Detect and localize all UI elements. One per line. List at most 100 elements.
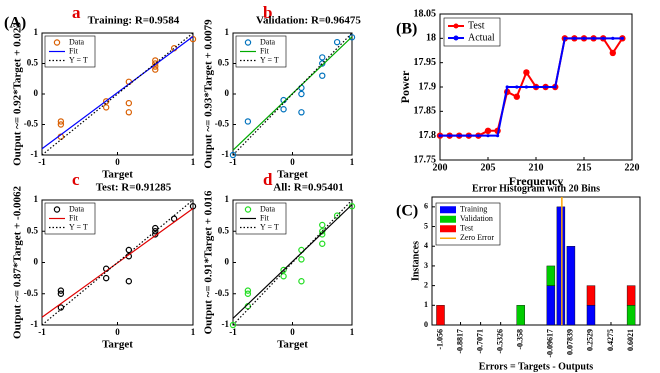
chart-title: Training: R=0.9584	[88, 15, 180, 27]
identity-line	[232, 32, 353, 156]
x-tick-label: 215	[577, 162, 592, 173]
data-point	[57, 118, 65, 125]
fit-line	[41, 35, 194, 150]
x-tick-label: -0.09617	[546, 329, 555, 358]
x-tick-label: 1	[350, 157, 355, 167]
y-tick-label: 1	[225, 194, 230, 204]
bar	[566, 246, 576, 326]
x-tick-label: -1	[38, 157, 46, 167]
data-point	[298, 256, 305, 263]
data-point	[467, 134, 471, 138]
x-tick-label: -1	[229, 327, 237, 337]
identity-line	[232, 199, 353, 326]
data-point	[611, 36, 615, 40]
x-axis-label: Frequency	[509, 174, 563, 188]
y-tick-label: 0.5	[27, 58, 39, 68]
x-axis-label: Target	[277, 339, 308, 351]
x-tick-label: -0.5326	[495, 329, 504, 354]
data-point	[544, 85, 548, 89]
identity-line	[41, 199, 194, 326]
y-axis-label: Output ~= 0.93*Target + 0.0079	[203, 19, 215, 169]
y-tick-label: 0	[34, 257, 39, 267]
legend-marker	[244, 206, 252, 213]
data-point	[57, 290, 65, 297]
data-point	[457, 134, 461, 138]
data-point	[319, 60, 326, 67]
data-point	[333, 38, 341, 46]
y-tick-label: -0.5	[24, 119, 39, 129]
bar	[546, 285, 556, 326]
x-tick-label: 0.4275	[606, 329, 615, 351]
y-axis-label: Output ~= 0.87*Target + -0.0062	[12, 186, 24, 339]
data-point	[57, 304, 65, 311]
x-tick-label: 220	[625, 162, 640, 173]
legend-label: Test	[460, 224, 474, 233]
figure-label: (C)	[396, 203, 418, 220]
data-point	[57, 121, 65, 128]
data-point	[152, 228, 159, 235]
data-point	[244, 118, 252, 125]
x-axis-label: Target	[102, 169, 133, 181]
y-tick-label: 17.85	[414, 106, 437, 117]
legend-label: Data	[69, 204, 85, 213]
x-tick-label: -0.8817	[455, 329, 464, 354]
data-point	[298, 278, 305, 285]
data-point	[563, 36, 567, 40]
y-tick-label: 0	[225, 257, 230, 267]
bar	[556, 206, 566, 326]
x-axis-label: Target	[277, 169, 308, 181]
legend-marker	[453, 23, 459, 29]
y-axis-label: Power	[398, 70, 412, 103]
bar	[516, 305, 525, 326]
legend-box	[443, 17, 501, 47]
y-tick-label: 3	[424, 261, 428, 270]
legend-label: Data	[69, 37, 85, 46]
y-tick-label: 0.5	[218, 225, 230, 235]
y-tick-label: -1	[222, 319, 230, 329]
data-point	[553, 85, 557, 89]
y-axis-label: Output ~= 0.92*Target + 0.023	[12, 22, 24, 166]
x-tick-label: -1	[38, 327, 46, 337]
data-point	[524, 85, 529, 89]
y-tick-label: 18	[426, 33, 436, 44]
data-point	[125, 278, 133, 285]
data-point	[601, 36, 605, 40]
data-point	[534, 85, 538, 89]
bar	[586, 305, 596, 326]
x-tick-label: -1.056	[435, 329, 444, 350]
bar	[586, 285, 596, 306]
x-tick-label: 0	[290, 157, 295, 167]
panel-letter: b	[263, 3, 272, 22]
panel-letter: c	[72, 170, 80, 189]
y-tick-label: 5	[424, 221, 428, 230]
x-tick-label: 0.6021	[626, 329, 635, 351]
legend-label: Fit	[260, 46, 270, 55]
chart-title: Validation: R=0.96475	[256, 15, 361, 27]
legend-label: Test	[468, 20, 485, 31]
data-point	[319, 240, 326, 247]
data-point	[125, 109, 133, 116]
data-point	[448, 134, 452, 138]
data-point	[102, 98, 110, 105]
legend-label: Y = T	[69, 222, 88, 231]
data-point	[298, 109, 305, 116]
legend-label: Fit	[260, 213, 270, 222]
bar	[546, 265, 556, 286]
data-point	[280, 273, 287, 280]
y-tick-label: 4	[424, 241, 428, 250]
bar	[626, 305, 636, 326]
data-point	[348, 34, 356, 41]
y-tick-label: 0	[225, 88, 230, 98]
legend-marker	[453, 35, 459, 41]
y-tick-label: 17.95	[414, 57, 437, 68]
panel-letter: d	[263, 170, 273, 189]
legend-swatch	[440, 215, 456, 223]
data-point	[244, 287, 252, 294]
y-tick-label: 17.75	[414, 154, 437, 165]
data-point	[505, 85, 509, 89]
chart-title: All: R=0.95401	[273, 182, 343, 194]
data-point	[125, 99, 133, 107]
data-point	[319, 221, 326, 229]
data-point	[476, 134, 480, 138]
figure-label: (A)	[4, 15, 26, 32]
